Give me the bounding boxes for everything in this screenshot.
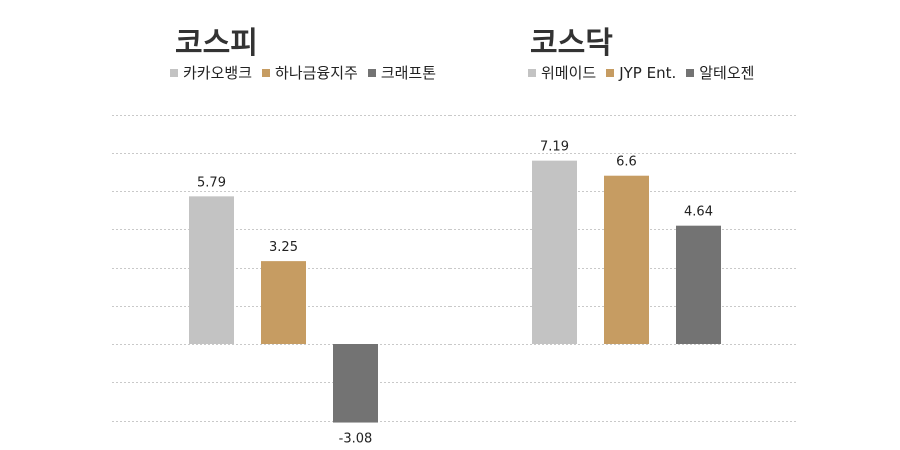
legend-swatch-wemade (528, 68, 536, 77)
legend-label-hana: 하나금융지주 (275, 64, 358, 82)
data-label-0-1: 3.25 (269, 240, 298, 255)
data-label-1-0: 7.19 (540, 140, 569, 155)
legend-swatch-kakaobank (170, 68, 178, 77)
legend-item-wemade: 위메이드 (528, 62, 596, 83)
legend-swatch-alteogen (686, 68, 695, 77)
legend-item-jyp: JYP Ent. (606, 62, 676, 83)
kospi-chart-panel: 코스피 카카오뱅크 하나금융지주 크래프톤 5.79 3.25 -3.08 (112, 26, 450, 447)
kospi-chart-title: 코스피 (175, 26, 258, 61)
kospi-legend: 카카오뱅크 하나금융지주 크래프톤 (170, 62, 450, 83)
bar-0-1 (261, 261, 306, 344)
kosdaq-chart-title: 코스닥 (530, 26, 613, 61)
kosdaq-bar-chart: 7.19 6.6 4.64 (450, 115, 798, 422)
legend-item-alteogen: 알테오젠 (686, 62, 754, 83)
legend-item-kakaobank: 카카오뱅크 (170, 62, 252, 83)
kospi-bar-chart: 5.79 3.25 -3.08 (112, 115, 450, 447)
bar-0-0 (189, 196, 234, 344)
kosdaq-legend: 위메이드 JYP Ent. 알테오젠 (528, 62, 788, 83)
legend-item-hana: 하나금융지주 (262, 62, 358, 83)
bar-1-0 (532, 160, 577, 344)
legend-item-krafton: 크래프톤 (367, 62, 437, 83)
bar-1-2 (676, 225, 721, 344)
data-label-0-2: -3.08 (339, 432, 373, 447)
data-label-1-1: 6.6 (616, 155, 637, 170)
kosdaq-chart-panel: 코스닥 위메이드 JYP Ent. 알테오젠 7.19 6.6 4.64 (450, 0, 900, 450)
legend-label-kakaobank: 카카오뱅크 (183, 64, 253, 82)
legend-label-wemade: 위메이드 (541, 64, 597, 82)
legend-label-krafton: 크래프톤 (380, 64, 437, 82)
data-label-1-2: 4.64 (684, 205, 713, 220)
bar-0-2 (333, 344, 378, 423)
legend-swatch-hana (262, 68, 271, 77)
legend-swatch-krafton (367, 68, 376, 77)
legend-swatch-jyp (606, 68, 615, 77)
data-label-0-0: 5.79 (197, 175, 226, 190)
legend-label-alteogen: 알테오젠 (699, 64, 755, 82)
bar-1-1 (604, 175, 649, 344)
legend-label-jyp: JYP Ent. (619, 63, 677, 82)
